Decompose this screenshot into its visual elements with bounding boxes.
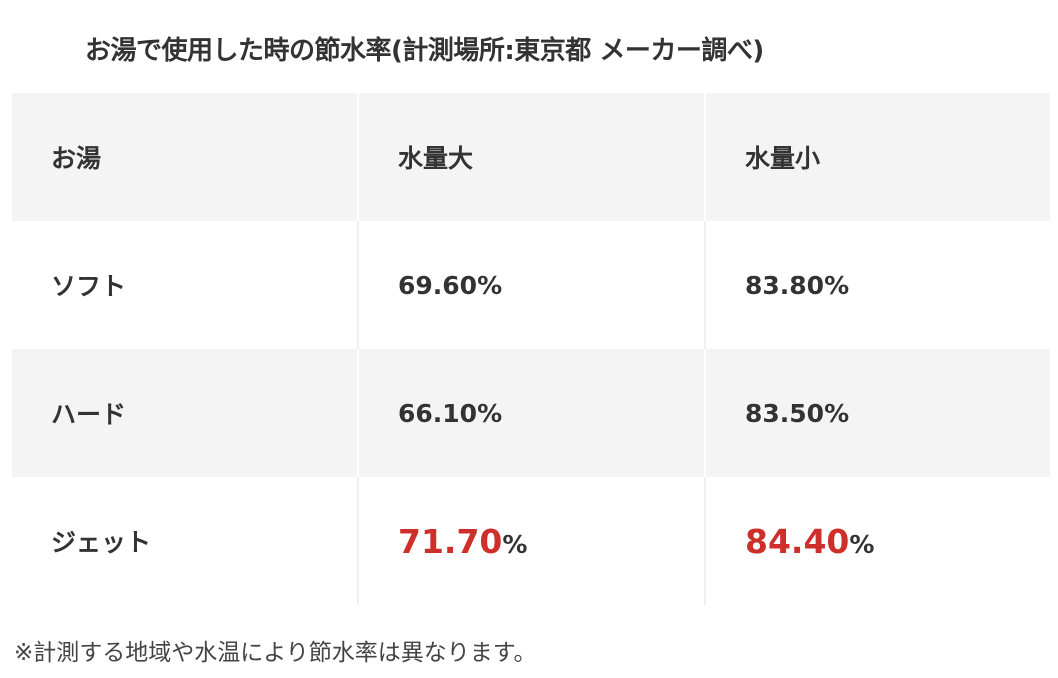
header-cell-large-flow: 水量大 <box>357 93 705 221</box>
cell-small-flow: 83.50% <box>704 349 1050 477</box>
row-label: ハード <box>12 349 358 477</box>
cell-small-flow: 83.80% <box>704 221 1050 349</box>
table-row: ジェット 71.70% 84.40% <box>12 477 1050 605</box>
table-row: ソフト 69.60% 83.80% <box>12 221 1050 349</box>
header-cell-hot-water: お湯 <box>12 93 358 221</box>
footnote: ※計測する地域や水温により節水率は異なります。 <box>14 640 537 666</box>
cell-large-flow: 69.60% <box>357 221 705 349</box>
percent-unit: % <box>849 529 875 559</box>
header-cell-small-flow: 水量小 <box>704 93 1050 221</box>
cell-large-flow: 71.70% <box>357 477 705 605</box>
table-title: お湯で使用した時の節水率(計測場所:東京都 メーカー調べ) <box>85 36 764 66</box>
row-label: ジェット <box>51 528 152 557</box>
cell-small-flow: 84.40% <box>704 477 1050 605</box>
row-label: ソフト <box>51 272 127 301</box>
water-saving-table: お湯 水量大 水量小 ソフト 69.60% 83.80% ハード 66.10% … <box>12 93 1050 605</box>
percent-unit: % <box>502 529 528 559</box>
cell-large-flow: 66.10% <box>357 349 705 477</box>
table-row: ハード 66.10% 83.50% <box>12 349 1050 477</box>
table-header-row: お湯 水量大 水量小 <box>12 93 1050 221</box>
highlight-value: 71.70 <box>398 521 503 561</box>
highlight-value: 84.40 <box>745 521 850 561</box>
